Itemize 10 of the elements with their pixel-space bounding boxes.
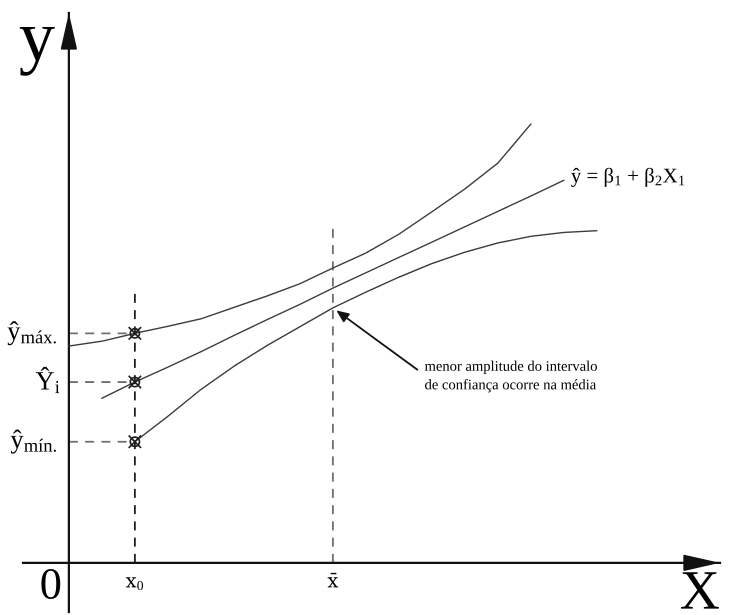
x-axis-title: X (680, 572, 719, 609)
y-axis-title: y (20, 26, 55, 76)
ref-line-label: ŷ$_{máx.}$ (8, 321, 56, 346)
x-tick-label: x̄ (328, 572, 338, 588)
series-label: ŷ = β$_{1}$ + β$_{2}$X$_{1}$ (571, 168, 684, 187)
x-tick-label: x$_{0}$ (126, 577, 144, 590)
text: 0 (41, 568, 60, 599)
annotation: menor amplitude do intervalo de confiança ocorre na média (424, 360, 597, 392)
ref-line-label: ŷ$_{mín.}$ (10, 430, 56, 454)
ref-line-label: Ŷ$_{i}$ (36, 366, 60, 394)
